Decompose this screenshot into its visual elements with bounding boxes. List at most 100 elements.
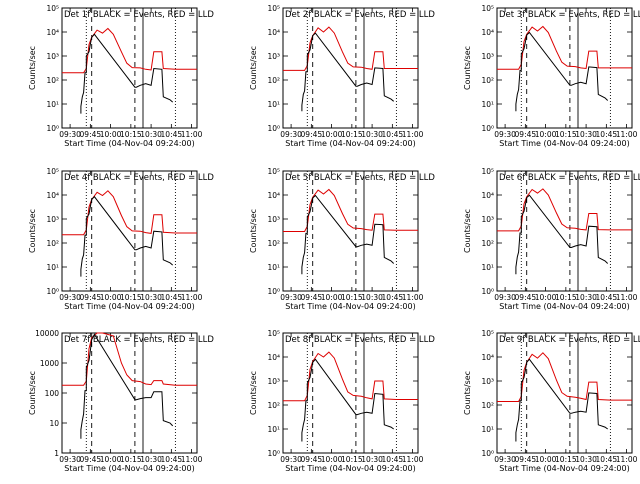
y-tick-label: 10⁵ (267, 329, 280, 338)
y-tick-label: 10¹ (46, 100, 59, 109)
x-tick-label: 10:15 (341, 293, 363, 302)
series-line-events (301, 194, 395, 275)
panel-title: Det 3f BLACK = Events, RED = LLD (499, 10, 640, 20)
y-tick-label: 10⁰ (481, 124, 494, 133)
x-tick-label: 09:45 (515, 455, 537, 464)
series-line-lld (497, 25, 632, 70)
y-tick-label: 10 (49, 419, 59, 428)
y-axis-label: Counts/sec (249, 46, 258, 90)
x-tick-label: 10:30 (575, 130, 597, 139)
x-tick-label: 10:30 (361, 130, 383, 139)
detector-panel: Det 7f BLACK = Events, RED = LLD 09:3009:… (28, 329, 214, 473)
series-line-events (80, 33, 174, 114)
y-tick-label: 10¹ (481, 425, 494, 434)
y-axis-label: Counts/sec (249, 209, 258, 253)
detector-panel: Det 8f BLACK = Events, RED = LLD 09:3009:… (249, 329, 435, 473)
y-tick-label: 10⁵ (267, 167, 280, 176)
y-tick-label: 10⁰ (46, 124, 59, 133)
y-tick-label: 10⁴ (481, 353, 494, 362)
series-line-events (515, 31, 609, 112)
y-tick-label: 10⁰ (267, 449, 280, 458)
y-tick-label: 10¹ (481, 263, 494, 272)
x-tick-label: 10:00 (100, 455, 122, 464)
x-tick-label: 10:45 (382, 293, 404, 302)
y-tick-label: 10⁵ (267, 4, 280, 13)
y-tick-label: 10² (267, 76, 280, 85)
panel-title: Det 4f BLACK = Events, RED = LLD (64, 173, 214, 183)
y-tick-label: 1000 (40, 359, 59, 368)
y-tick-label: 10⁵ (481, 329, 494, 338)
x-axis-label: Start Time (04-Nov-04 09:24:00) (285, 139, 415, 148)
panel-title: Det 5f BLACK = Events, RED = LLD (285, 173, 435, 183)
y-tick-label: 10² (481, 401, 494, 410)
x-axis-label: Start Time (04-Nov-04 09:24:00) (64, 464, 194, 473)
x-axis-label: Start Time (04-Nov-04 09:24:00) (64, 139, 194, 148)
y-tick-label: 10⁴ (46, 191, 59, 200)
x-tick-label: 09:30 (280, 130, 302, 139)
x-tick-label: 10:15 (341, 130, 363, 139)
x-tick-label: 10:45 (596, 293, 618, 302)
x-tick-label: 10:15 (555, 455, 577, 464)
y-tick-label: 10³ (267, 377, 280, 386)
detector-panel: Det 6f BLACK = Events, RED = LLD 09:3009:… (463, 167, 640, 311)
x-tick-label: 09:45 (301, 293, 323, 302)
y-axis-label: Counts/sec (463, 46, 472, 90)
plot-frame (61, 7, 198, 129)
x-axis-label: Start Time (04-Nov-04 09:24:00) (285, 464, 415, 473)
y-tick-label: 1 (54, 449, 59, 458)
panel-title: Det 8f BLACK = Events, RED = LLD (285, 335, 435, 345)
y-axis-label: Counts/sec (28, 46, 37, 90)
x-tick-label: 11:00 (402, 455, 424, 464)
x-tick-label: 10:45 (382, 130, 404, 139)
x-axis-label: Start Time (04-Nov-04 09:24:00) (285, 302, 415, 311)
y-tick-label: 10³ (481, 377, 494, 386)
x-tick-label: 09:45 (80, 455, 102, 464)
y-tick-label: 10³ (481, 215, 494, 224)
y-axis-label: Counts/sec (28, 371, 37, 415)
y-tick-label: 10⁰ (267, 287, 280, 296)
series-line-lld (283, 351, 418, 402)
plot-frame (496, 332, 633, 454)
x-tick-label: 10:45 (161, 130, 183, 139)
y-tick-label: 10¹ (267, 425, 280, 434)
x-tick-label: 09:30 (59, 130, 81, 139)
x-tick-label: 09:45 (301, 130, 323, 139)
x-tick-label: 09:45 (515, 130, 537, 139)
x-tick-label: 10:15 (555, 293, 577, 302)
detector-panel: Det 4f BLACK = Events, RED = LLD 09:3009:… (28, 167, 214, 311)
series-line-lld (497, 352, 632, 402)
x-tick-label: 10:30 (361, 293, 383, 302)
x-tick-label: 10:00 (535, 130, 557, 139)
x-tick-label: 10:45 (161, 293, 183, 302)
series-line-lld (62, 27, 197, 74)
x-tick-label: 11:00 (181, 455, 203, 464)
x-tick-label: 10:30 (575, 293, 597, 302)
series-line-lld (62, 332, 197, 386)
x-tick-label: 11:00 (616, 293, 638, 302)
series-line-events (515, 194, 609, 275)
x-tick-label: 10:15 (120, 293, 142, 302)
detector-panel: Det 9f BLACK = Events, RED = LLD 09:3009:… (463, 329, 640, 473)
x-tick-label: 10:00 (321, 455, 343, 464)
y-tick-label: 10³ (267, 52, 280, 61)
panel-title: Det 9f BLACK = Events, RED = LLD (499, 335, 640, 345)
y-tick-label: 10¹ (46, 263, 59, 272)
x-tick-label: 10:15 (120, 455, 142, 464)
panel-title: Det 6f BLACK = Events, RED = LLD (499, 173, 640, 183)
series-line-lld (283, 188, 418, 232)
series-line-events (301, 32, 395, 112)
x-tick-label: 10:45 (382, 455, 404, 464)
y-tick-label: 10⁴ (481, 191, 494, 200)
x-tick-label: 10:30 (575, 455, 597, 464)
x-tick-label: 09:45 (80, 130, 102, 139)
detector-panel: Det 2f BLACK = Events, RED = LLD 09:3009:… (249, 4, 435, 148)
panel-title: Det 2f BLACK = Events, RED = LLD (285, 10, 435, 20)
x-tick-label: 09:45 (515, 293, 537, 302)
y-tick-label: 10⁰ (46, 287, 59, 296)
y-tick-label: 10² (46, 239, 59, 248)
x-tick-label: 10:45 (596, 455, 618, 464)
y-tick-label: 10³ (46, 52, 59, 61)
series-line-lld (497, 188, 632, 232)
detector-panel: Det 1f BLACK = Events, RED = LLD 09:3009:… (28, 4, 214, 148)
